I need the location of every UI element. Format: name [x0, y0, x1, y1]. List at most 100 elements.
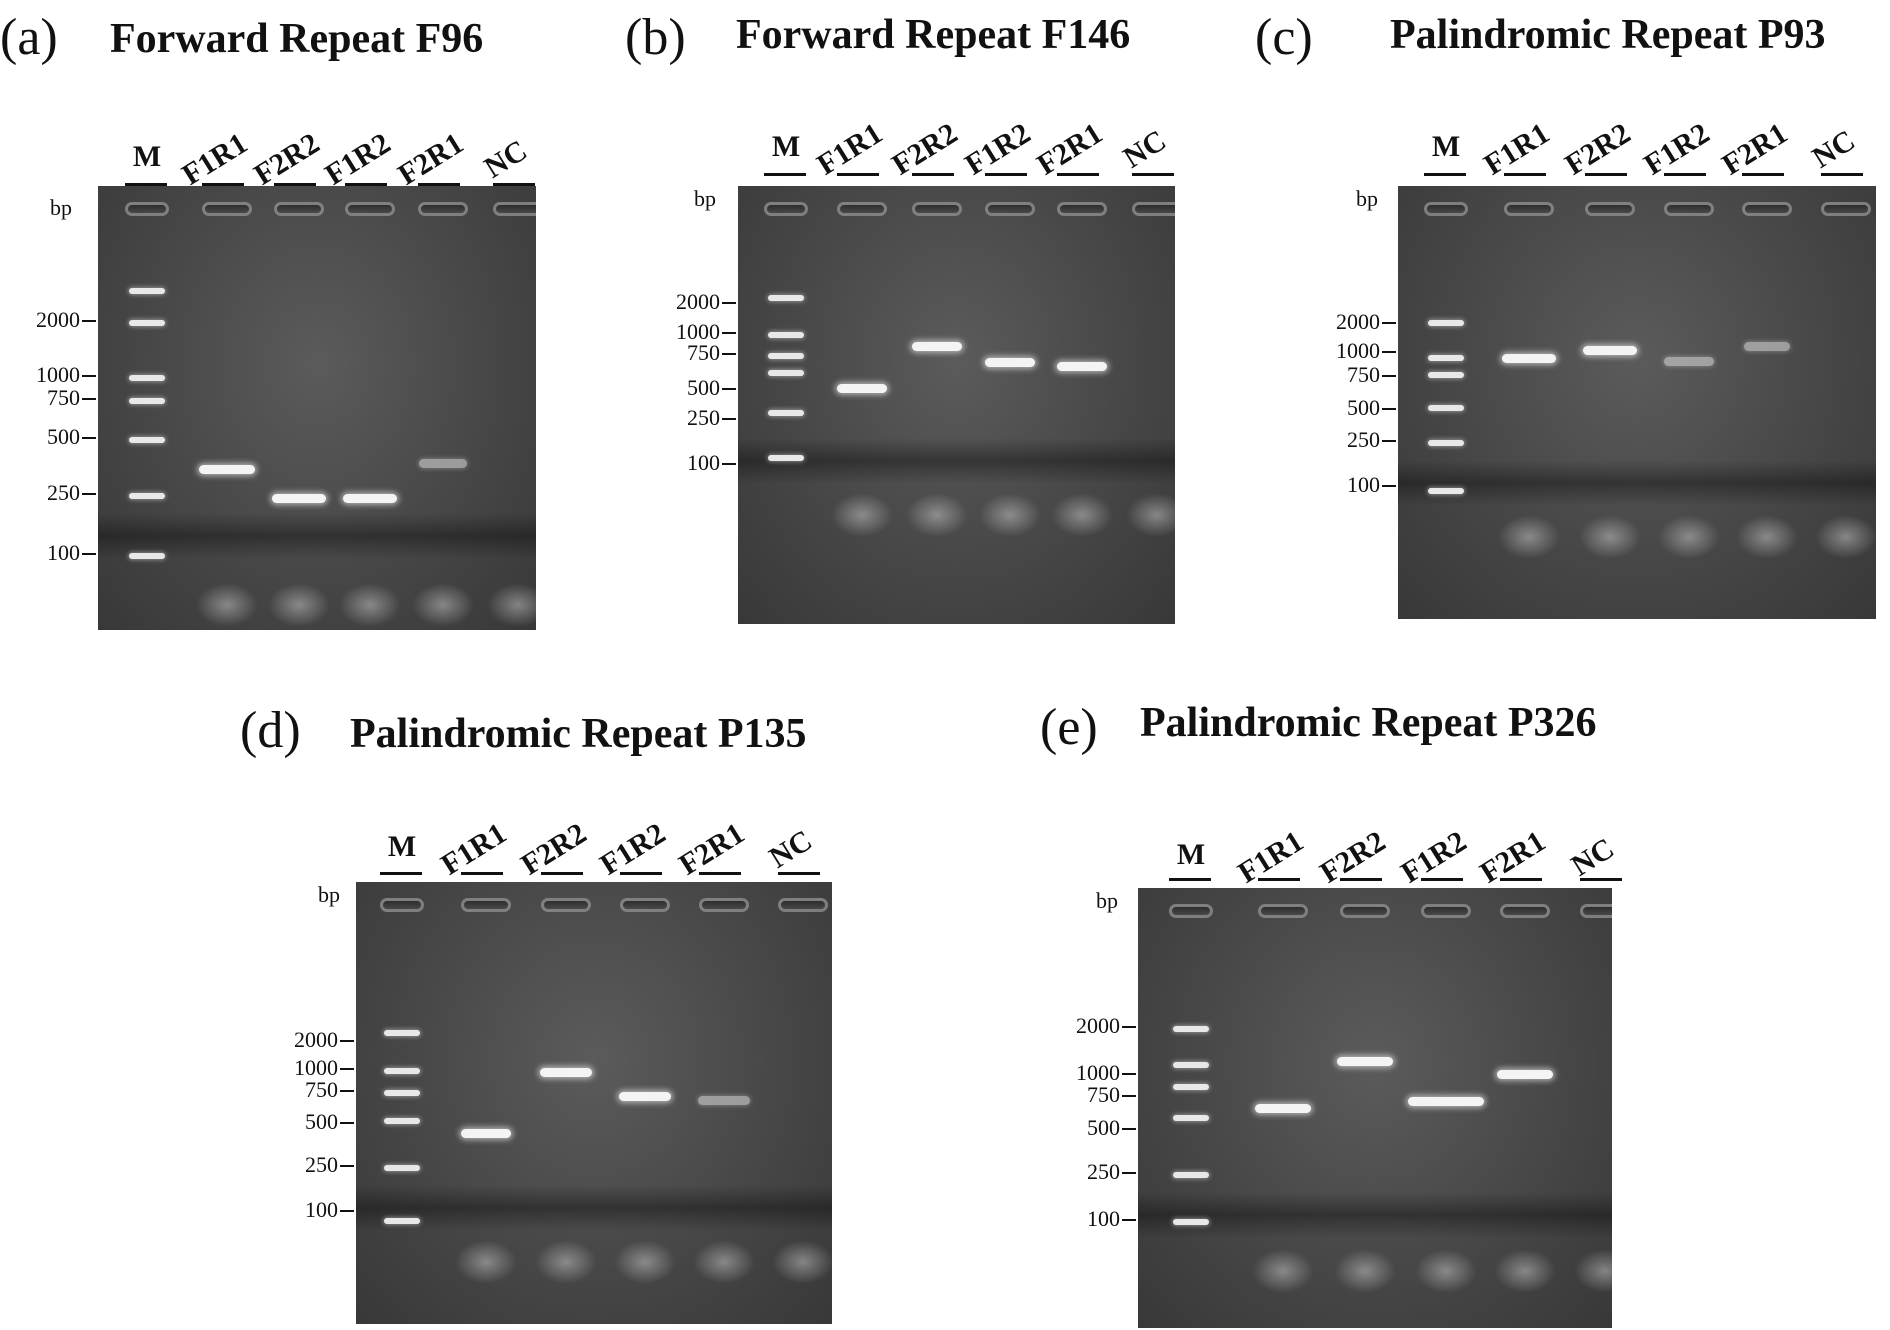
bp-unit-label: bp: [1356, 186, 1378, 211]
gel-well: [418, 202, 468, 216]
marker-size-tick: [1382, 351, 1396, 353]
marker-size-tick: [340, 1090, 354, 1092]
lane-underline: [202, 183, 244, 186]
lane-label-m: M: [132, 140, 162, 173]
marker-size-label: 1000: [676, 319, 720, 344]
lane-label-nc: NC: [1117, 123, 1172, 175]
marker-ladder-band: [768, 370, 804, 376]
gel-dark-front: [98, 513, 536, 559]
marker-size-tick: [82, 437, 96, 439]
lane-underline: [1258, 878, 1300, 881]
marker-ladder-band: [129, 493, 165, 499]
marker-size-label: 2000: [294, 1027, 338, 1052]
lane-underline: [418, 183, 460, 186]
primer-dimer-glow: [487, 583, 536, 627]
gel-well: [1258, 904, 1308, 918]
marker-ladder-band: [1428, 440, 1464, 446]
pcr-product-band: [1583, 346, 1637, 355]
marker-size-tick: [340, 1040, 354, 1042]
marker-ladder-band: [1173, 1172, 1209, 1178]
lane-underline: [1132, 173, 1174, 176]
pcr-product-band: [1408, 1097, 1484, 1106]
marker-ladder-band: [129, 437, 165, 443]
bp-unit-label: bp: [1096, 888, 1118, 913]
lane-underline: [1424, 173, 1466, 176]
marker-size-label: 250: [687, 405, 720, 430]
primer-dimer-glow: [1658, 515, 1720, 559]
primer-dimer-glow: [979, 493, 1041, 537]
lane-underline: [541, 872, 583, 875]
lane-underline: [1580, 878, 1622, 881]
marker-size-tick: [722, 463, 736, 465]
gel-well: [699, 898, 749, 912]
pcr-product-band: [1502, 354, 1556, 363]
marker-size-label: 2000: [1076, 1013, 1120, 1038]
gel-well: [1580, 904, 1612, 918]
primer-dimer-glow: [1334, 1249, 1396, 1293]
marker-size-label: 250: [47, 480, 80, 505]
lane-underline: [620, 872, 662, 875]
marker-ladder-band: [129, 375, 165, 381]
gel-well: [345, 202, 395, 216]
marker-ladder-band: [384, 1090, 420, 1096]
marker-size-tick: [722, 332, 736, 334]
lane-underline: [274, 183, 316, 186]
bp-unit-label: bp: [318, 882, 340, 907]
lane-underline: [1821, 173, 1863, 176]
primer-dimer-glow: [614, 1240, 676, 1284]
marker-ladder-band: [1428, 488, 1464, 494]
marker-size-tick: [1122, 1073, 1136, 1075]
marker-size-tick: [1122, 1128, 1136, 1130]
pcr-product-band: [343, 494, 397, 503]
marker-size-tick: [1122, 1095, 1136, 1097]
lane-underline: [699, 872, 741, 875]
primer-dimer-glow: [1126, 493, 1175, 537]
marker-size-tick: [722, 302, 736, 304]
marker-size-tick: [82, 493, 96, 495]
marker-ladder-band: [1173, 1115, 1209, 1121]
primer-dimer-glow: [831, 493, 893, 537]
marker-size-tick: [340, 1165, 354, 1167]
marker-ladder-band: [1428, 372, 1464, 378]
gel-well: [1057, 202, 1107, 216]
marker-size-label: 100: [687, 450, 720, 475]
gel-well: [1585, 202, 1635, 216]
marker-size-label: 250: [1347, 427, 1380, 452]
marker-size-label: 500: [687, 375, 720, 400]
panel-c-letter: (c): [1255, 9, 1313, 66]
marker-size-label: 250: [305, 1152, 338, 1177]
marker-size-tick: [340, 1122, 354, 1124]
gel-well: [125, 202, 169, 216]
marker-size-label: 100: [305, 1197, 338, 1222]
marker-size-label: 100: [1087, 1206, 1120, 1231]
marker-ladder-band: [384, 1165, 420, 1171]
lane-label-nc: NC: [763, 823, 818, 875]
marker-size-label: 1000: [294, 1055, 338, 1080]
gel-well: [1504, 202, 1554, 216]
primer-dimer-glow: [1579, 515, 1641, 559]
pcr-product-band: [985, 358, 1035, 367]
marker-size-label: 750: [1087, 1082, 1120, 1107]
primer-dimer-glow: [339, 583, 401, 627]
lane-underline: [1585, 173, 1627, 176]
gel-well: [912, 202, 962, 216]
marker-ladder-band: [768, 455, 804, 461]
lane-underline: [493, 183, 535, 186]
panel-e-letter: (e): [1040, 699, 1098, 756]
gel-well: [1421, 904, 1471, 918]
marker-ladder-band: [1173, 1084, 1209, 1090]
marker-ladder-band: [1428, 320, 1464, 326]
lane-underline: [1421, 878, 1463, 881]
pcr-product-band: [1664, 357, 1714, 366]
pcr-product-band: [199, 465, 255, 474]
marker-size-tick: [1122, 1219, 1136, 1221]
primer-dimer-glow: [1494, 1249, 1556, 1293]
primer-dimer-glow: [1498, 515, 1560, 559]
marker-ladder-band: [1428, 355, 1464, 361]
lane-underline: [1742, 173, 1784, 176]
gel-dark-front: [1398, 460, 1876, 506]
panel-e-title: Palindromic Repeat P326: [1140, 700, 1597, 746]
marker-size-label: 250: [1087, 1159, 1120, 1184]
primer-dimer-glow: [693, 1240, 755, 1284]
marker-size-label: 500: [305, 1109, 338, 1134]
